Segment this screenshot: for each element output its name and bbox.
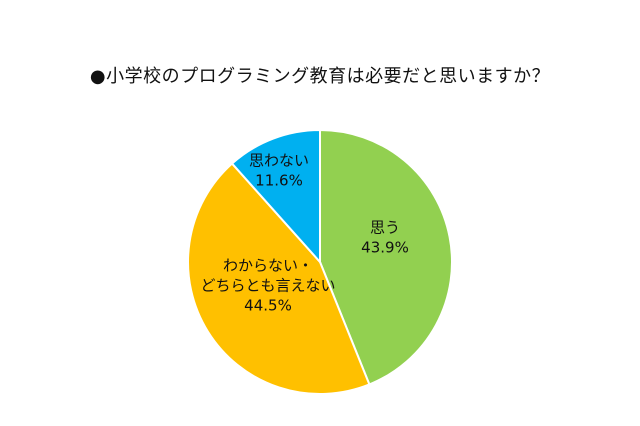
- chart-title: ●小学校のプログラミング教育は必要だと思いますか？: [89, 66, 551, 87]
- slice-omowanai-percent-label: 11.6%: [255, 172, 303, 190]
- slice-omou-percent-label: 43.9%: [361, 239, 409, 257]
- slice-omowanai-label: 思わない: [249, 152, 309, 170]
- slice-omou: [319, 128, 453, 386]
- slice-wakaranai-label: どちらとも言えない: [200, 277, 335, 295]
- slice-wakaranai-percent-label: 44.5%: [244, 297, 292, 315]
- slice-wakaranai-label: わからない・: [223, 257, 313, 275]
- slice-wakaranai: [187, 162, 371, 395]
- pie-slices: [187, 128, 453, 395]
- slice-omowanai: [230, 128, 321, 265]
- slice-omou-label: 思う: [370, 219, 400, 237]
- pie-labels: 思う 43.9% わからない・どちらとも言えない 44.5% 思わない 11.6%: [200, 152, 408, 315]
